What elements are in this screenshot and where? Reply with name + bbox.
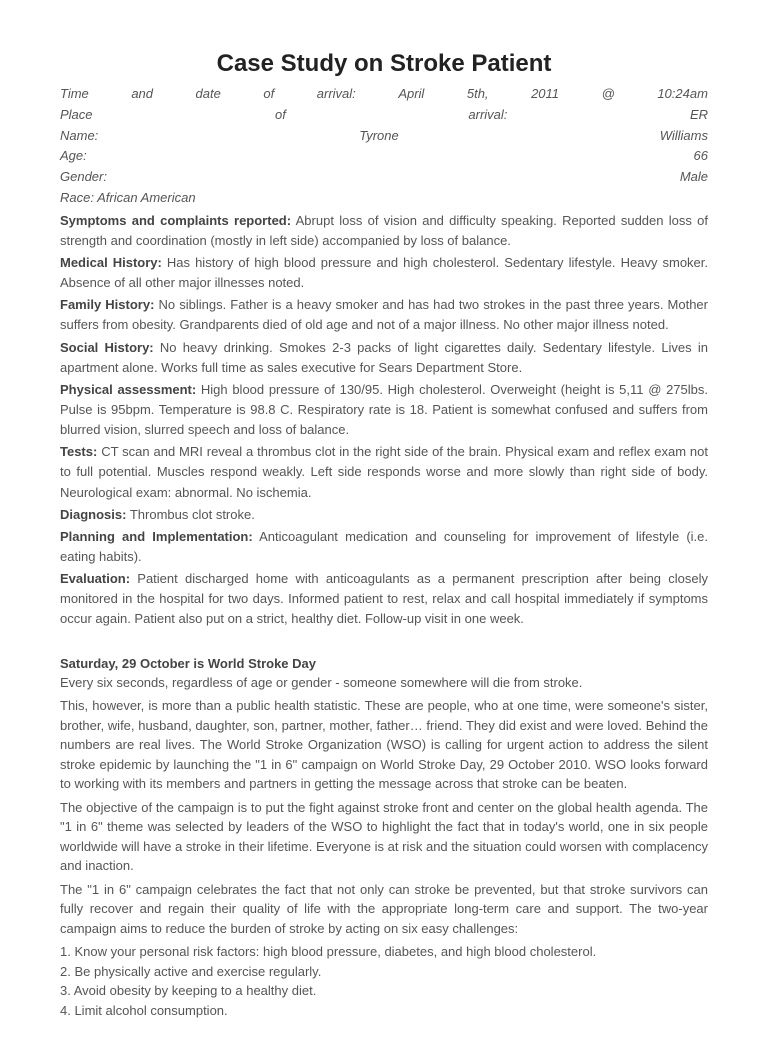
info-token: Time bbox=[60, 84, 89, 105]
article-body: Every six seconds, regardless of age or … bbox=[60, 673, 708, 939]
clinical-section: Medical History: Has history of high blo… bbox=[60, 253, 708, 293]
clinical-section: Evaluation: Patient discharged home with… bbox=[60, 569, 708, 629]
info-token: of bbox=[263, 84, 274, 105]
article-list: 1. Know your personal risk factors: high… bbox=[60, 942, 708, 1020]
article-list-item: 1. Know your personal risk factors: high… bbox=[60, 942, 708, 962]
section-label: Physical assessment: bbox=[60, 382, 196, 397]
clinical-section: Social History: No heavy drinking. Smoke… bbox=[60, 338, 708, 378]
info-token: Williams bbox=[660, 126, 708, 147]
article-paragraph: The objective of the campaign is to put … bbox=[60, 798, 708, 876]
spacer bbox=[60, 630, 708, 656]
clinical-section: Family History: No siblings. Father is a… bbox=[60, 295, 708, 335]
clinical-section: Diagnosis: Thrombus clot stroke. bbox=[60, 505, 708, 525]
section-text: Patient discharged home with anticoagula… bbox=[60, 571, 708, 626]
section-text: Thrombus clot stroke. bbox=[126, 507, 254, 522]
clinical-section: Tests: CT scan and MRI reveal a thrombus… bbox=[60, 442, 708, 502]
section-label: Tests: bbox=[60, 444, 97, 459]
clinical-section: Planning and Implementation: Anticoagula… bbox=[60, 527, 708, 567]
age-line: Age: 66 bbox=[60, 146, 708, 167]
article-list-item: 2. Be physically active and exercise reg… bbox=[60, 962, 708, 982]
info-token: Gender: bbox=[60, 167, 107, 188]
info-token: Male bbox=[680, 167, 708, 188]
place-line: Place of arrival: ER bbox=[60, 105, 708, 126]
page-title: Case Study on Stroke Patient bbox=[60, 50, 708, 78]
article-paragraph: Every six seconds, regardless of age or … bbox=[60, 673, 708, 693]
info-token: 10:24am bbox=[657, 84, 708, 105]
info-token: Name: bbox=[60, 126, 98, 147]
info-token: arrival: bbox=[317, 84, 356, 105]
info-token: April bbox=[398, 84, 424, 105]
section-text: No heavy drinking. Smokes 2-3 packs of l… bbox=[60, 340, 708, 375]
info-token: Place bbox=[60, 105, 93, 126]
section-text: No siblings. Father is a heavy smoker an… bbox=[60, 297, 708, 332]
info-token: 66 bbox=[694, 146, 708, 167]
info-token: arrival: bbox=[468, 105, 507, 126]
article-paragraph: This, however, is more than a public hea… bbox=[60, 696, 708, 794]
info-token: ER bbox=[690, 105, 708, 126]
section-text: CT scan and MRI reveal a thrombus clot i… bbox=[60, 444, 708, 499]
info-token: 5th, bbox=[467, 84, 489, 105]
article-paragraph: The "1 in 6" campaign celebrates the fac… bbox=[60, 880, 708, 939]
name-line: Name: Tyrone Williams bbox=[60, 126, 708, 147]
patient-info-block: Time and date of arrival: April 5th, 2011 @10:24… bbox=[60, 84, 708, 209]
arrival-line: Time and date of arrival: April 5th, 2011 @10:24… bbox=[60, 84, 708, 105]
clinical-section: Symptoms and complaints reported: Abrupt… bbox=[60, 211, 708, 251]
race-line: Race: African American bbox=[60, 188, 708, 209]
info-token: 2011 bbox=[531, 84, 559, 105]
info-token: @ bbox=[602, 84, 615, 105]
section-label: Planning and Implementation: bbox=[60, 529, 253, 544]
clinical-sections: Symptoms and complaints reported: Abrupt… bbox=[60, 211, 708, 630]
info-token: and bbox=[131, 84, 153, 105]
section-label: Evaluation: bbox=[60, 571, 130, 586]
article-list-item: 4. Limit alcohol consumption. bbox=[60, 1001, 708, 1021]
section-label: Family History: bbox=[60, 297, 154, 312]
document-page: Case Study on Stroke Patient Time and date… bbox=[0, 0, 768, 1060]
gender-line: Gender: Male bbox=[60, 167, 708, 188]
section-label: Medical History: bbox=[60, 255, 162, 270]
section-label: Social History: bbox=[60, 340, 154, 355]
info-token: of bbox=[275, 105, 286, 126]
section-label: Symptoms and complaints reported: bbox=[60, 213, 291, 228]
clinical-section: Physical assessment: High blood pressure… bbox=[60, 380, 708, 440]
article-list-item: 3. Avoid obesity by keeping to a healthy… bbox=[60, 981, 708, 1001]
info-token: Tyrone bbox=[359, 126, 399, 147]
section-label: Diagnosis: bbox=[60, 507, 126, 522]
info-token: date bbox=[196, 84, 221, 105]
article-heading: Saturday, 29 October is World Stroke Day bbox=[60, 656, 708, 671]
info-token: Age: bbox=[60, 146, 87, 167]
